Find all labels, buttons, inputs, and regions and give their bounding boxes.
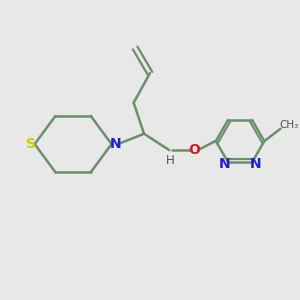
Text: N: N [249,158,261,172]
Text: O: O [188,143,200,157]
Text: N: N [219,158,231,172]
Text: CH₃: CH₃ [279,120,298,130]
Text: S: S [26,137,36,151]
Text: H: H [166,154,175,167]
Text: N: N [110,137,121,151]
